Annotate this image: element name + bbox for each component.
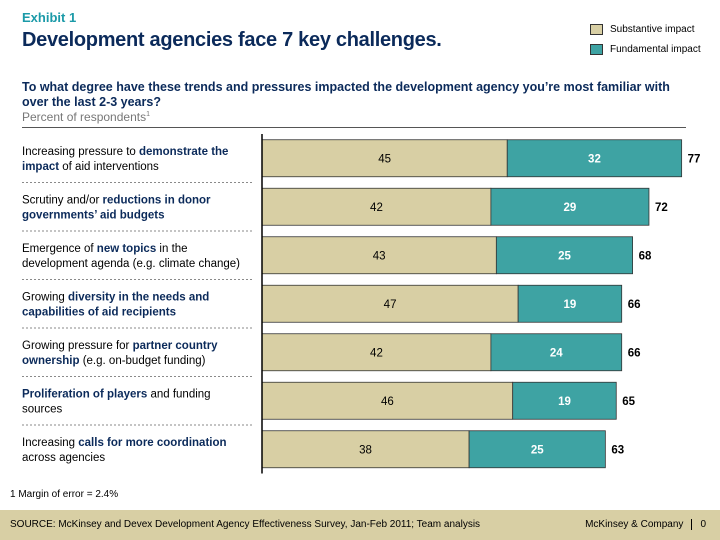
bar-substantive: [261, 236, 497, 275]
category-label: Increasing pressure to demonstrate the im…: [22, 146, 228, 173]
category-label-part: development agenda (e.g. climate change): [22, 258, 240, 270]
value-label-fundamental: 19: [558, 396, 571, 408]
bar-fundamental: [468, 430, 606, 469]
footer-bar: SOURCE: McKinsey and Devex Development A…: [0, 510, 720, 540]
value-label-substantive: 42: [370, 202, 383, 214]
category-label-part: Emergence of: [22, 243, 97, 255]
category-label-part: partner country: [133, 340, 219, 352]
bar-fundamental: [512, 381, 617, 420]
bar-substantive: [261, 333, 492, 372]
category-label: Growing diversity in the needs and capabi…: [22, 292, 209, 319]
footnote-marker: 1: [146, 111, 150, 118]
legend-item-fundamental: Fundamental impact: [590, 42, 701, 56]
total-label: 66: [628, 347, 641, 359]
legend-label-fundamental: Fundamental impact: [610, 43, 701, 55]
category-label-part: impact: [22, 161, 59, 173]
category-label: Increasing calls for more coordination ac…: [22, 437, 227, 464]
chart-subtitle: Percent of respondents1: [22, 110, 150, 124]
value-label-fundamental: 25: [531, 444, 544, 456]
total-label: 63: [611, 444, 624, 456]
value-label-substantive: 46: [381, 396, 394, 408]
footer-separator: [691, 519, 693, 530]
category-label-part: calls for more coordination: [78, 437, 226, 449]
brand-name: McKinsey & Company: [585, 519, 684, 531]
category-label-part: demonstrate the: [139, 146, 228, 158]
category-label-part: new topics: [97, 243, 156, 255]
bar-fundamental: [490, 333, 623, 372]
survey-question: To what degree have these trends and pre…: [22, 80, 670, 109]
category-label-part: sources: [22, 404, 63, 416]
legend-label-substantive: Substantive impact: [610, 23, 695, 35]
bar-fundamental: [495, 236, 634, 275]
bar-substantive: [261, 139, 508, 178]
value-label-substantive: 47: [384, 299, 397, 311]
value-label-substantive: 42: [370, 347, 383, 359]
header-rule: [22, 127, 686, 128]
source-note: SOURCE: McKinsey and Devex Development A…: [10, 519, 481, 530]
total-label: 68: [639, 250, 652, 262]
exhibit-label: Exhibit 1: [22, 10, 77, 25]
total-label: 66: [628, 299, 641, 311]
legend-swatch-fundamental: [590, 43, 603, 55]
value-label-fundamental: 29: [564, 202, 577, 214]
value-label-substantive: 43: [373, 250, 386, 262]
legend-item-substantive: Substantive impact: [590, 22, 701, 36]
category-label-part: in the: [156, 243, 187, 255]
value-label-fundamental: 24: [550, 347, 563, 359]
category-label-part: Growing pressure for: [22, 340, 133, 352]
category-label-part: Proliferation of players: [22, 389, 147, 401]
page-title: Development agencies face 7 key challeng…: [22, 29, 442, 51]
value-label-substantive: 45: [378, 153, 391, 165]
category-label-part: Increasing pressure to: [22, 146, 139, 158]
value-label-fundamental: 32: [588, 153, 601, 165]
category-label-part: capabilities of aid recipients: [22, 307, 176, 319]
category-label-part: (e.g. on-budget funding): [80, 355, 206, 367]
category-label-part: governments’ aid budgets: [22, 210, 165, 222]
brand-area: McKinsey & Company 0: [585, 519, 706, 530]
footnote: 1 Margin of error = 2.4%: [10, 489, 119, 500]
legend: Substantive impact Fundamental impact: [590, 22, 701, 62]
value-label-substantive: 38: [359, 444, 372, 456]
category-label-part: Growing: [22, 292, 68, 304]
category-label-part: and funding: [147, 389, 210, 401]
total-label: 77: [688, 153, 701, 165]
category-label-part: across agencies: [22, 452, 105, 464]
value-label-fundamental: 19: [564, 299, 577, 311]
category-label-part: reductions in donor: [103, 195, 211, 207]
category-label: Growing pressure for partner country owne…: [22, 340, 218, 367]
bar-fundamental: [517, 284, 623, 323]
total-label: 65: [622, 396, 635, 408]
category-label-part: ownership: [22, 355, 80, 367]
category-label-part: Increasing: [22, 437, 78, 449]
page-number: 0: [700, 519, 706, 531]
category-label-part: diversity in the needs and: [68, 292, 209, 304]
subtitle-text: Percent of respondents: [22, 110, 147, 124]
category-label-part: of aid interventions: [59, 161, 159, 173]
legend-swatch-substantive: [590, 23, 603, 35]
category-label: Emergence of new topics in the developmen…: [22, 243, 240, 270]
total-label: 72: [655, 202, 668, 214]
bar-substantive: [261, 381, 514, 420]
category-label: Scrutiny and/or reductions in donor gover…: [22, 195, 211, 222]
category-label-part: Scrutiny and/or: [22, 195, 103, 207]
value-label-fundamental: 25: [558, 250, 571, 262]
bar-fundamental: [490, 187, 650, 226]
category-label: Proliferation of players and funding sour…: [22, 389, 211, 416]
bar-fundamental: [506, 139, 683, 178]
